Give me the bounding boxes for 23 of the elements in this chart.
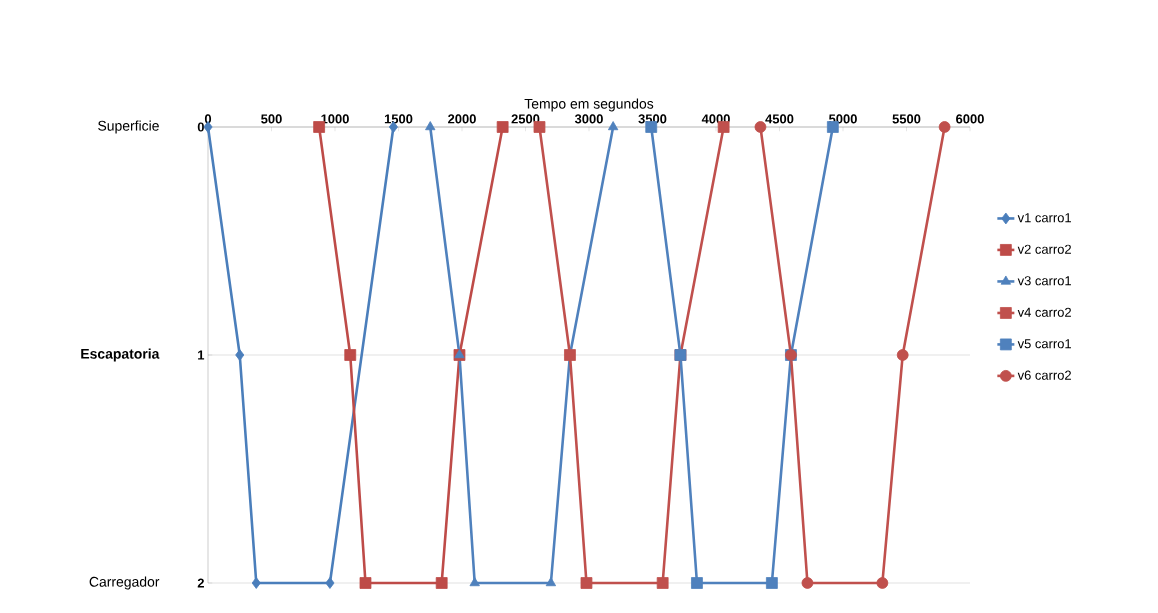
legend-label: v6 carro2 [1017,370,1071,380]
legend-label: v1 carro1 [1017,213,1071,223]
y-tick-label: 2 [197,578,204,588]
x-tick-label: 500 [261,114,282,124]
text: Escapatoria [81,348,160,362]
y-tick-label: 1 [198,350,205,360]
text: Carregador [89,576,160,590]
y-tick-label: 0 [197,122,204,132]
x-tick-label: 5500 [892,114,921,124]
x-tick-label: 4500 [765,114,794,124]
x-tick-label: 2500 [511,114,540,124]
x-tick-label: 3000 [574,114,603,124]
legend-label: v3 carro1 [1017,276,1071,286]
text: Superficie [98,120,159,134]
x-tick-label: 2000 [448,114,476,124]
x-axis-title: Tempo em segundos [524,98,654,112]
x-tick-label: 1500 [384,114,413,124]
x-tick-label: 1000 [321,114,349,124]
x-tick-label: 6000 [956,114,984,124]
legend-label: v4 carro2 [1017,307,1071,317]
legend-label: v5 carro1 [1017,339,1071,349]
legend-label: v2 carro2 [1017,244,1071,254]
x-tick-label: 0 [204,114,212,124]
